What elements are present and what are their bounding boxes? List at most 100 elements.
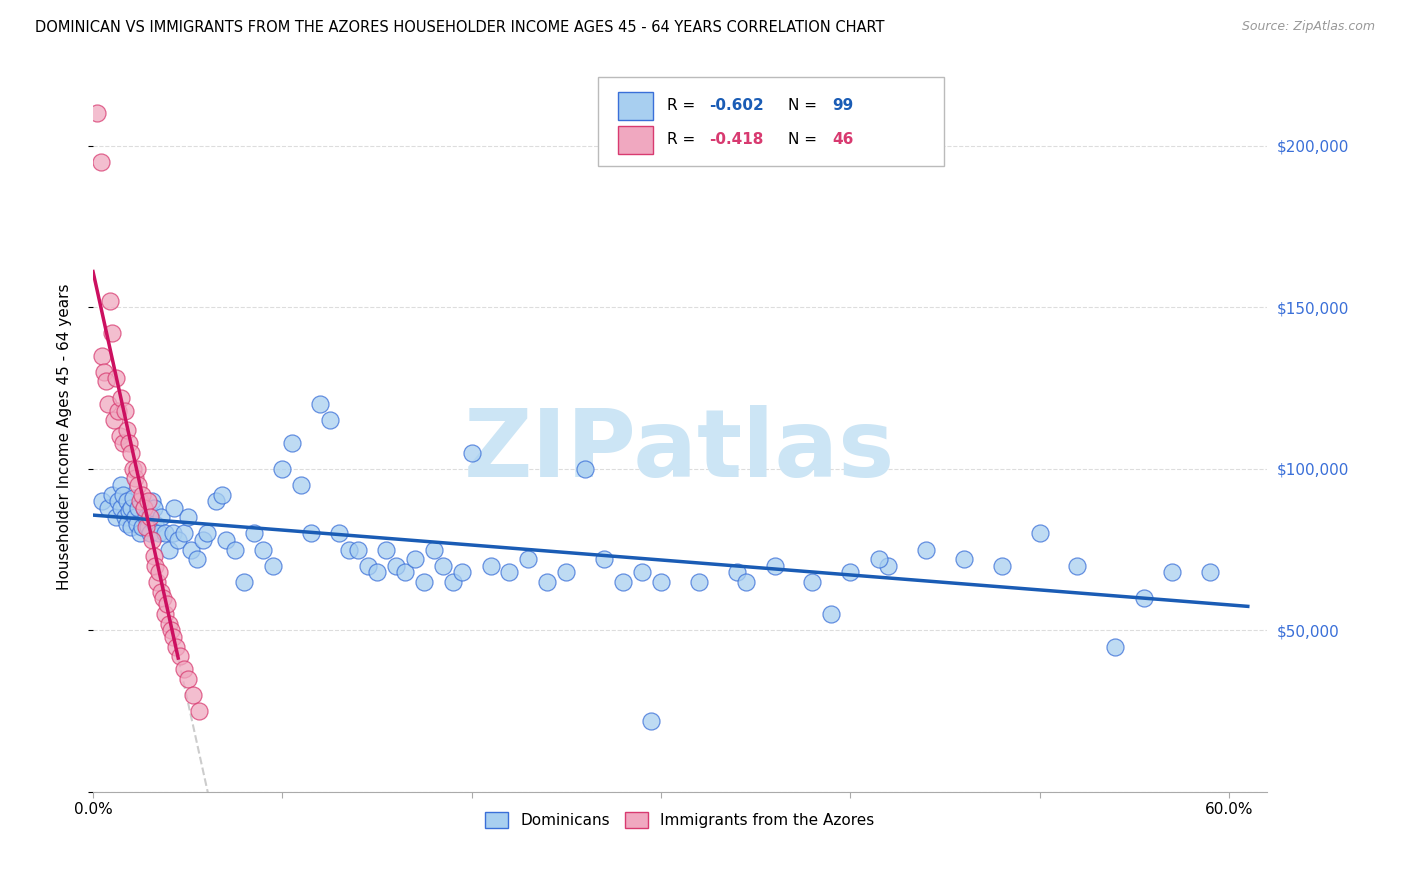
Point xyxy=(120,500,142,515)
Bar xyxy=(617,92,652,120)
Point xyxy=(640,714,662,728)
Point xyxy=(146,574,169,589)
Point xyxy=(165,640,187,654)
Point xyxy=(156,598,179,612)
Point xyxy=(121,491,143,505)
Point xyxy=(877,558,900,573)
Point xyxy=(318,413,340,427)
Point xyxy=(157,542,180,557)
Point xyxy=(114,510,136,524)
Point xyxy=(423,542,446,557)
Point xyxy=(139,526,162,541)
Point xyxy=(129,526,152,541)
Point xyxy=(162,630,184,644)
Point xyxy=(145,516,167,531)
Point xyxy=(404,552,426,566)
Point xyxy=(1066,558,1088,573)
Point xyxy=(129,494,152,508)
Point xyxy=(150,584,173,599)
Point xyxy=(375,542,398,557)
Point xyxy=(915,542,938,557)
Point xyxy=(148,526,170,541)
Point xyxy=(290,478,312,492)
Point xyxy=(162,526,184,541)
Point xyxy=(107,494,129,508)
Point xyxy=(127,500,149,515)
Text: Source: ZipAtlas.com: Source: ZipAtlas.com xyxy=(1241,20,1375,33)
Point xyxy=(93,365,115,379)
Point xyxy=(91,494,114,508)
Point xyxy=(394,565,416,579)
Point xyxy=(385,558,408,573)
Point xyxy=(839,565,862,579)
Point xyxy=(110,500,132,515)
Point xyxy=(990,558,1012,573)
Point xyxy=(101,487,124,501)
Point xyxy=(157,616,180,631)
Point xyxy=(159,624,181,638)
Point xyxy=(118,436,141,450)
Point xyxy=(153,526,176,541)
Point xyxy=(953,552,976,566)
Point xyxy=(139,507,162,521)
Point xyxy=(347,542,370,557)
Point xyxy=(1104,640,1126,654)
Point xyxy=(1199,565,1222,579)
Point xyxy=(173,662,195,676)
Point xyxy=(150,510,173,524)
Point xyxy=(801,574,824,589)
Point xyxy=(451,565,474,579)
Point xyxy=(173,526,195,541)
Point xyxy=(517,552,540,566)
Y-axis label: Householder Income Ages 45 - 64 years: Householder Income Ages 45 - 64 years xyxy=(58,283,72,590)
Point xyxy=(115,494,138,508)
Point xyxy=(153,607,176,622)
Point xyxy=(101,326,124,340)
Text: R =: R = xyxy=(666,132,700,147)
Point xyxy=(299,526,322,541)
Text: N =: N = xyxy=(787,98,821,113)
Point xyxy=(688,574,710,589)
Point xyxy=(112,487,135,501)
Point xyxy=(125,516,148,531)
Point xyxy=(135,520,157,534)
Point xyxy=(243,526,266,541)
Point xyxy=(124,471,146,485)
Point xyxy=(1028,526,1050,541)
Point xyxy=(104,510,127,524)
Point xyxy=(593,552,616,566)
Point xyxy=(820,607,842,622)
Point xyxy=(195,526,218,541)
Point xyxy=(110,391,132,405)
Point xyxy=(124,510,146,524)
Point xyxy=(309,397,332,411)
Point xyxy=(176,510,198,524)
Point xyxy=(536,574,558,589)
Point xyxy=(127,478,149,492)
Point xyxy=(1132,591,1154,605)
Point xyxy=(252,542,274,557)
Point xyxy=(214,533,236,547)
Point xyxy=(183,688,205,702)
Point xyxy=(650,574,672,589)
Point xyxy=(142,500,165,515)
Point xyxy=(281,436,304,450)
Point xyxy=(148,565,170,579)
Point xyxy=(555,565,578,579)
Point xyxy=(134,500,156,515)
Point xyxy=(121,461,143,475)
Point xyxy=(413,574,436,589)
Point xyxy=(191,533,214,547)
Point xyxy=(135,510,157,524)
Point xyxy=(145,558,167,573)
Point xyxy=(118,504,141,518)
Text: -0.602: -0.602 xyxy=(709,98,763,113)
Point xyxy=(167,533,190,547)
Point xyxy=(479,558,502,573)
Point xyxy=(441,574,464,589)
Point xyxy=(432,558,454,573)
Point xyxy=(141,494,163,508)
Point xyxy=(574,461,596,475)
Point xyxy=(725,565,748,579)
Point xyxy=(498,565,520,579)
